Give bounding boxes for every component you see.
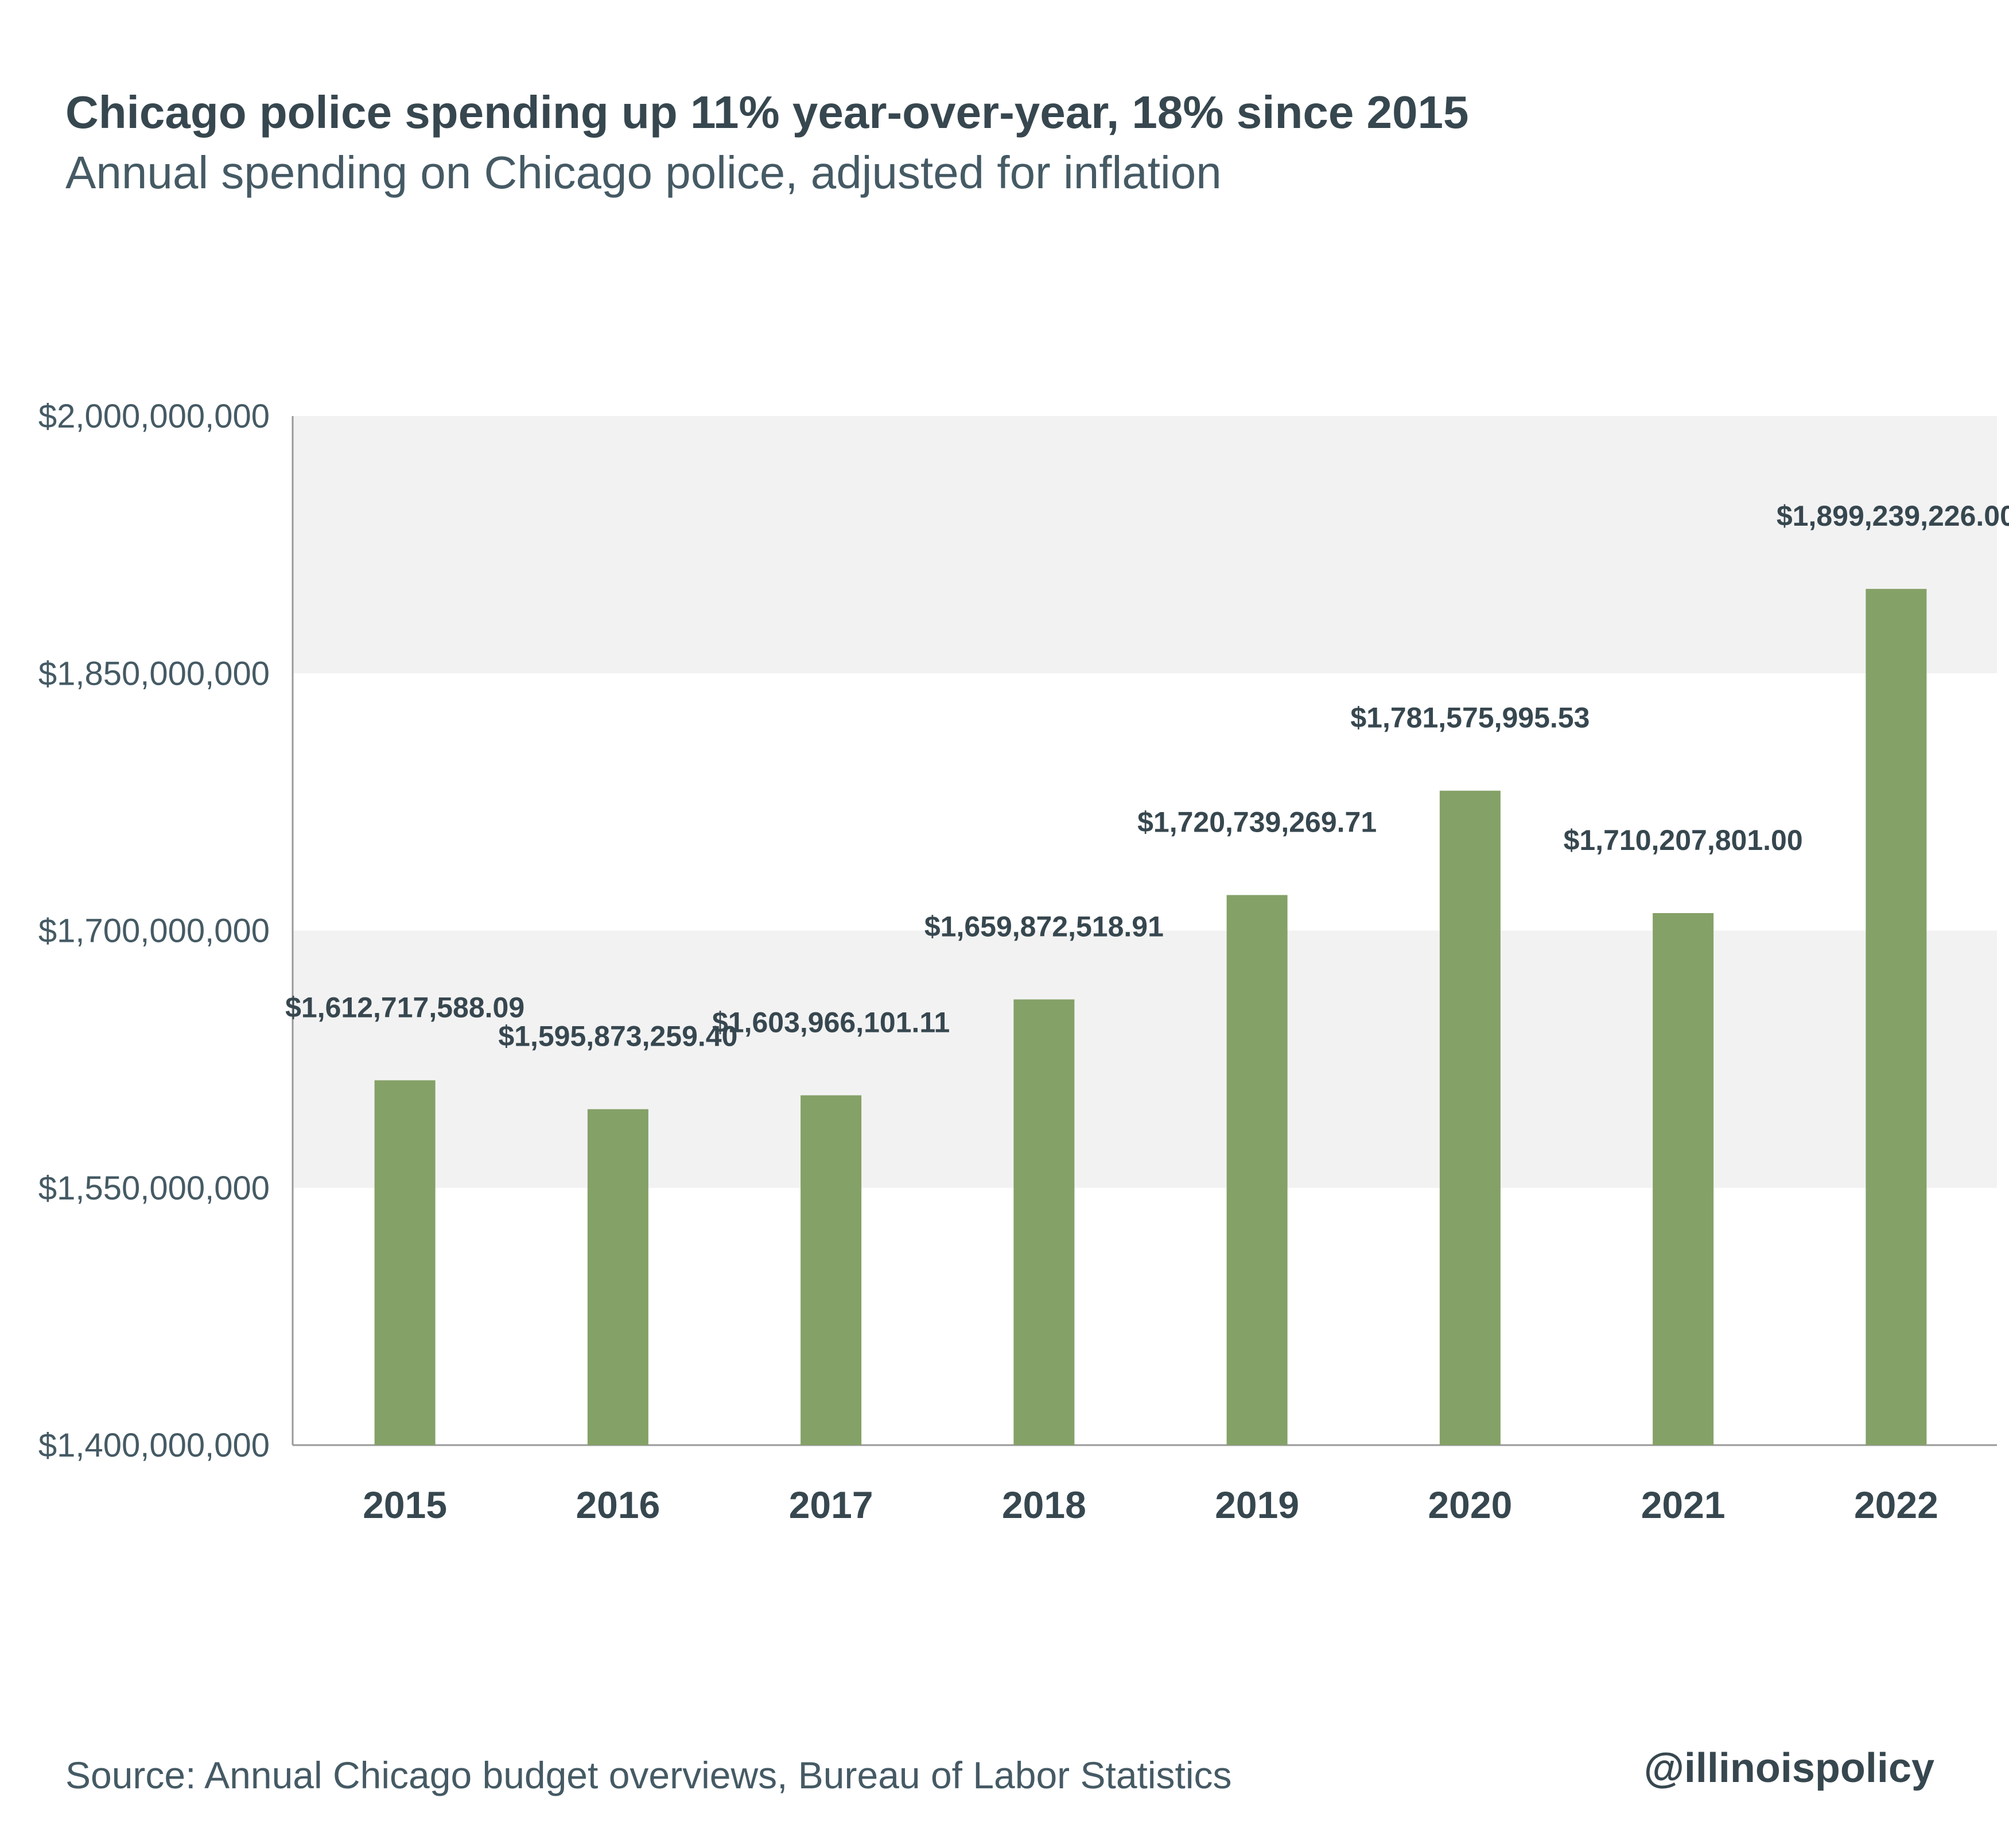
x-tick-label-2021: 2021 (1641, 1484, 1726, 1526)
brand-handle: @illinoispolicy (1643, 1745, 1934, 1791)
bar-2018 (1013, 999, 1075, 1445)
data-label-2016: $1,595,873,259.40 (498, 1020, 737, 1053)
y-tick-label: $2,000,000,000 (38, 398, 270, 435)
y-tick-label: $1,400,000,000 (38, 1427, 270, 1464)
x-tick-label-2019: 2019 (1215, 1484, 1299, 1526)
bar-2019 (1226, 895, 1288, 1445)
chart-subtitle: Annual spending on Chicago police, adjus… (65, 147, 1222, 198)
bar-2016 (587, 1109, 648, 1445)
source-note: Source: Annual Chicago budget overviews,… (65, 1754, 1232, 1796)
data-label-2019: $1,720,739,269.71 (1137, 806, 1377, 838)
data-label-2020: $1,781,575,995.53 (1350, 702, 1590, 734)
x-tick-label-2017: 2017 (789, 1484, 873, 1526)
bar-2015 (374, 1080, 436, 1445)
y-tick-label: $1,700,000,000 (38, 913, 270, 950)
bar-2020 (1439, 790, 1501, 1445)
bar-2017 (801, 1095, 862, 1445)
grid-band (293, 416, 1997, 674)
x-tick-label-2016: 2016 (576, 1484, 660, 1526)
data-label-2022: $1,899,239,226.00 (1777, 500, 2009, 532)
x-tick-label-2020: 2020 (1428, 1484, 1512, 1526)
data-label-2017: $1,603,966,101.11 (712, 1006, 950, 1038)
bar-2021 (1653, 913, 1714, 1445)
x-tick-label-2018: 2018 (1002, 1484, 1086, 1526)
y-tick-label: $1,850,000,000 (38, 655, 270, 692)
grid-band (293, 930, 1997, 1188)
chart-title: Chicago police spending up 11% year-over… (65, 87, 1469, 138)
y-tick-label: $1,550,000,000 (38, 1170, 270, 1207)
x-tick-label-2022: 2022 (1854, 1484, 1938, 1526)
data-label-2021: $1,710,207,801.00 (1564, 824, 1803, 856)
x-tick-label-2015: 2015 (363, 1484, 447, 1526)
data-label-2015: $1,612,717,588.09 (285, 991, 524, 1023)
bar-2022 (1866, 589, 1927, 1445)
data-label-2018: $1,659,872,518.91 (924, 910, 1164, 942)
